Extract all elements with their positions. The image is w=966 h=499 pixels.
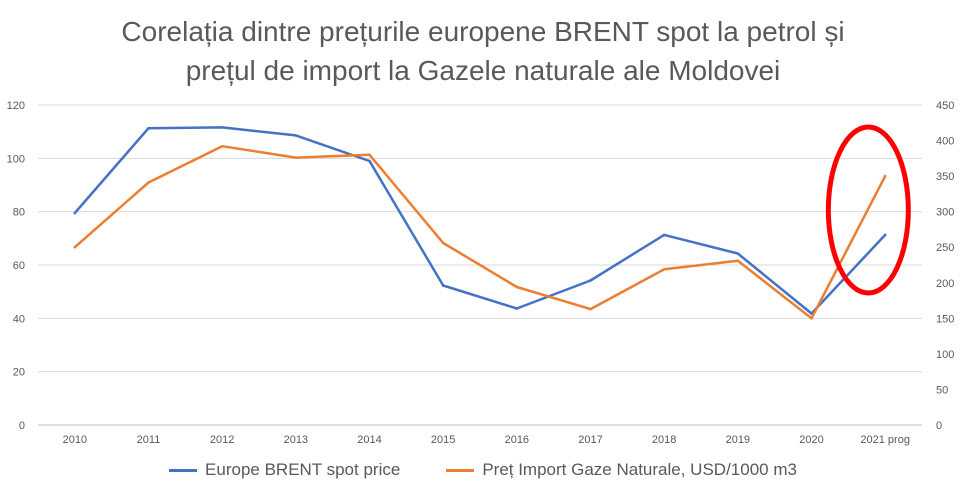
data-point-gas-11 xyxy=(883,174,887,178)
data-point-brent-11 xyxy=(883,233,887,237)
legend: Europe BRENT spot price Preț Import Gaze… xyxy=(0,460,966,480)
x-tick-label: 2012 xyxy=(210,434,234,446)
x-tick-label: 2013 xyxy=(284,434,308,446)
data-point-brent-8 xyxy=(662,233,666,237)
y-right-tick-label: 0 xyxy=(936,420,942,432)
data-point-gas-6 xyxy=(515,285,519,289)
legend-label-brent: Europe BRENT spot price xyxy=(205,460,401,479)
x-tick-label: 2018 xyxy=(652,434,676,446)
data-point-gas-8 xyxy=(662,267,666,271)
chart-title-line-2: prețul de import la Gazele naturale ale … xyxy=(185,55,781,86)
legend-item-brent: Europe BRENT spot price xyxy=(169,460,400,480)
y-right-tick-label: 300 xyxy=(936,207,954,219)
y-left-tick-label: 60 xyxy=(13,260,25,272)
annotation-ellipse xyxy=(825,124,911,296)
data-point-gas-9 xyxy=(736,259,740,263)
data-point-gas-5 xyxy=(441,241,445,245)
data-point-gas-10 xyxy=(810,317,813,320)
chart-title-line-1: Corelația dintre prețurile europene BREN… xyxy=(121,16,845,47)
y-right-tick-label: 400 xyxy=(936,136,954,148)
data-point-gas-7 xyxy=(589,307,592,311)
y-left-tick-label: 80 xyxy=(13,207,25,219)
x-tick-label: 2014 xyxy=(357,434,381,446)
legend-label-gas: Preț Import Gaze Naturale, USD/1000 m3 xyxy=(482,460,797,479)
data-point-gas-2 xyxy=(220,144,224,148)
y-right-tick-label: 200 xyxy=(936,278,954,290)
x-tick-label: 2021 prog xyxy=(860,434,910,446)
data-point-brent-0 xyxy=(73,211,77,215)
data-point-brent-3 xyxy=(294,134,298,137)
y-left-tick-label: 0 xyxy=(19,420,25,432)
data-point-brent-4 xyxy=(368,159,371,163)
data-point-brent-1 xyxy=(147,126,150,130)
x-tick-label: 2011 xyxy=(137,434,161,446)
data-point-gas-0 xyxy=(73,245,77,249)
legend-swatch-brent xyxy=(169,468,198,472)
data-point-gas-3 xyxy=(294,156,298,159)
y-right-tick-label: 450 xyxy=(936,100,954,112)
data-point-gas-4 xyxy=(368,153,371,157)
y-left-tick-label: 20 xyxy=(13,367,25,379)
y-right-tick-label: 100 xyxy=(936,349,954,361)
data-point-brent-2 xyxy=(220,126,224,129)
y-right-tick-label: 250 xyxy=(936,242,954,254)
data-point-brent-5 xyxy=(441,284,445,287)
y-left-tick-label: 100 xyxy=(7,153,25,165)
chart-title: Corelația dintre prețurile europene BREN… xyxy=(0,12,966,90)
legend-swatch-gas xyxy=(446,468,475,472)
y-right-tick-label: 50 xyxy=(936,384,948,396)
y-left-tick-label: 40 xyxy=(13,313,25,325)
x-tick-label: 2017 xyxy=(578,434,602,446)
series-line-brent xyxy=(73,126,887,315)
x-tick-label: 2020 xyxy=(799,434,823,446)
series-line-gas xyxy=(73,144,887,320)
x-tick-label: 2019 xyxy=(726,434,750,446)
data-point-gas-1 xyxy=(147,181,150,184)
data-point-brent-6 xyxy=(515,307,519,310)
legend-item-gas: Preț Import Gaze Naturale, USD/1000 m3 xyxy=(446,460,797,480)
y-left-tick-label: 120 xyxy=(7,100,25,112)
x-tick-label: 2016 xyxy=(505,434,529,446)
data-point-brent-10 xyxy=(810,312,813,315)
x-tick-label: 2015 xyxy=(431,434,455,446)
x-tick-label: 2010 xyxy=(63,434,87,446)
y-right-tick-label: 350 xyxy=(936,171,954,183)
data-point-brent-9 xyxy=(736,252,740,255)
data-point-brent-7 xyxy=(589,279,592,282)
y-right-tick-label: 150 xyxy=(936,313,954,325)
